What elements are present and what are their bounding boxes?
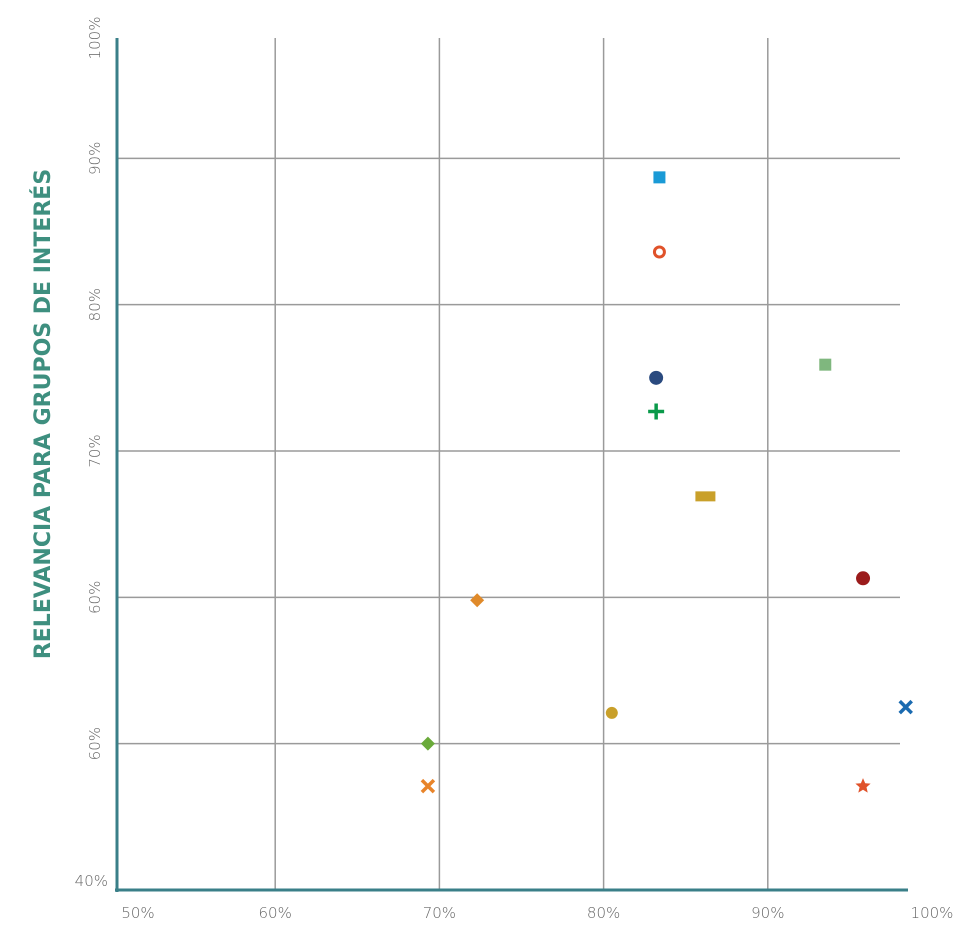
point (898, 699, 913, 715)
x-tick-label: 50% (121, 904, 154, 922)
x-tick-label: 60% (259, 904, 292, 922)
y-tick-label: 90% (86, 142, 104, 175)
x-tick-label: 100% (911, 904, 954, 922)
point (470, 593, 485, 608)
point (819, 358, 832, 371)
point (648, 403, 665, 420)
point (855, 778, 871, 793)
y-tick-label: 100% (86, 17, 104, 60)
x-tick-label: 80% (587, 904, 620, 922)
y-axis-label: RELEVANCIA PARA GRUPOS DE INTERÉS (30, 169, 56, 659)
point (695, 491, 716, 502)
y-tick-label: 80% (86, 288, 104, 321)
y-tick-label: 70% (86, 434, 104, 467)
point (856, 571, 871, 586)
point (652, 245, 666, 259)
point (649, 370, 664, 385)
y-tick-label: 60% (86, 581, 104, 614)
point (420, 736, 435, 751)
point (605, 706, 618, 719)
x-tick-label: 70% (423, 904, 456, 922)
y-tick-label: 40% (75, 872, 108, 890)
point (653, 171, 666, 184)
y-tick-label: 60% (86, 727, 104, 760)
x-tick-label: 90% (751, 904, 784, 922)
point (420, 778, 436, 794)
